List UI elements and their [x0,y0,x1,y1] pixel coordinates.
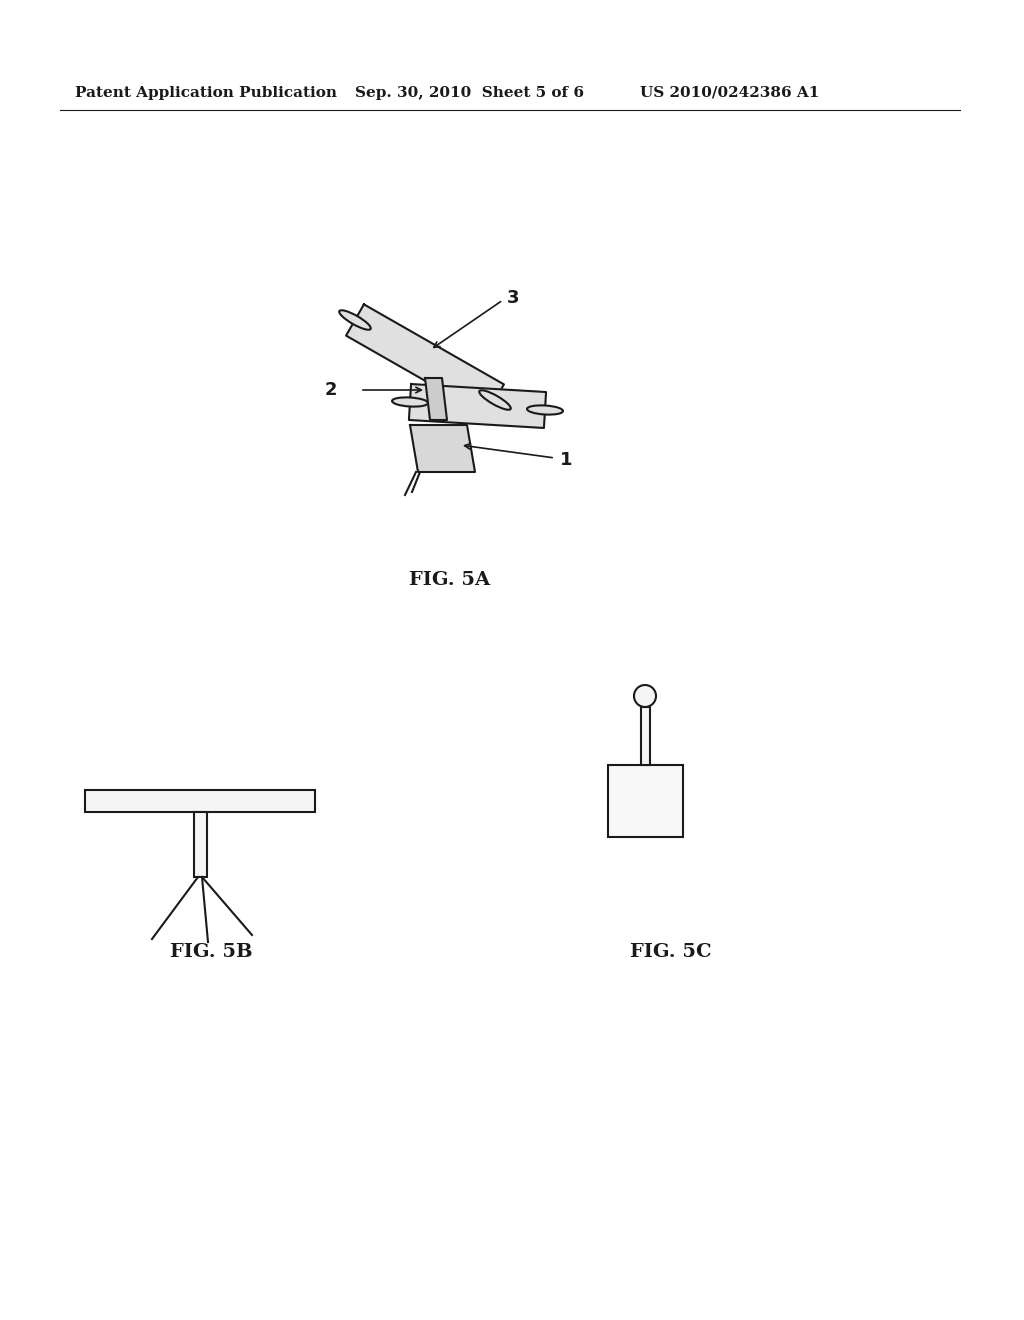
Polygon shape [346,305,504,416]
Text: Sep. 30, 2010  Sheet 5 of 6: Sep. 30, 2010 Sheet 5 of 6 [355,86,584,100]
Bar [85,789,315,812]
Bar [194,812,207,876]
Text: US 2010/0242386 A1: US 2010/0242386 A1 [640,86,819,100]
Text: 2: 2 [325,381,338,399]
Circle shape [634,685,656,708]
Ellipse shape [479,391,511,409]
Text: 1: 1 [560,451,572,469]
Text: 3: 3 [507,289,519,308]
Ellipse shape [392,397,428,407]
Ellipse shape [527,405,563,414]
Ellipse shape [339,310,371,330]
Bar [608,766,683,837]
Polygon shape [425,378,447,420]
Text: FIG. 5C: FIG. 5C [630,942,712,961]
Polygon shape [410,425,475,473]
Bar [641,708,650,766]
Text: Patent Application Publication: Patent Application Publication [75,86,337,100]
Text: FIG. 5A: FIG. 5A [410,572,490,589]
Polygon shape [409,384,546,428]
Text: FIG. 5B: FIG. 5B [170,942,253,961]
